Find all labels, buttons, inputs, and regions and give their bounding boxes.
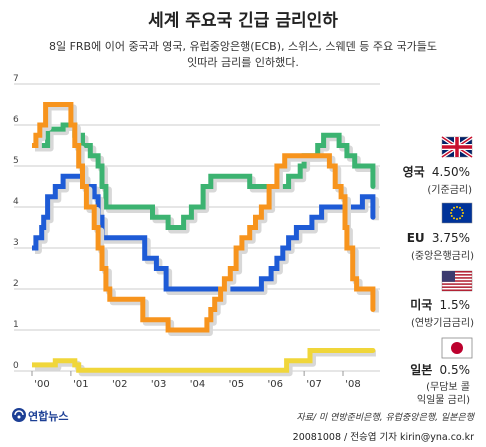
x-tick-label-7: '07 [306,379,321,390]
x-tick-label-3: '03 [151,379,166,390]
logo-text: 연합뉴스 [28,409,68,423]
subtitle-line-1: 8일 FRB에 이어 중국과 영국, 유럽중앙은행(ECB), 스위스, 스웨덴… [49,39,437,53]
y-tick-label-4: 4 [13,197,19,207]
uk-name: 영국 [403,164,425,179]
y-axis: 0 1 2 3 4 5 6 7 [13,74,19,371]
jp-note-1: (무담보 콜 [426,381,470,393]
uk-value: 4.50% [432,165,470,179]
series-end-point-2 [370,307,376,312]
subtitle-line-2: 잇따라 금리를 인하했다. [187,55,299,69]
x-tick-label-8: '08 [345,379,360,390]
y-tick-label-7: 7 [13,74,19,84]
y-tick-label-1: 1 [13,320,19,330]
y-tick-label-2: 2 [13,279,19,289]
us-label: 미국 1.5% (연방기금금리) [410,297,474,329]
series-shadow-1 [35,176,379,295]
series-end-point-1 [370,214,376,220]
chart-title: 세계 주요국 긴급 금리인하 [148,11,338,31]
y-tick-label-5: 5 [13,156,19,166]
x-tick-label-4: '04 [190,379,205,390]
series-end-point-3 [370,348,376,353]
eu-value: 3.75% [432,231,470,245]
jp-note-2: 익일물 금리) [417,394,470,406]
x-tick-label-6: '06 [268,379,283,390]
jp-value: 0.5% [440,363,471,377]
series-line-1 [32,173,376,292]
yonhap-logo-icon [12,408,26,422]
svg-text:미국 1.5%: 미국 1.5% [410,297,470,312]
series-group [32,102,379,377]
series-line-0 [32,122,376,230]
series-line-3 [32,348,373,373]
uk-note: (기준금리) [427,184,472,196]
eu-label: EU 3.75% (중앙은행금리) [407,231,474,262]
source-text: 자료/ 미 연방준비은행, 유럽중앙은행, 일본은행 [296,412,475,423]
x-tick-label-5: '05 [229,379,244,390]
jp-name: 일본 [410,363,432,377]
svg-text:EU 3.75%: EU 3.75% [407,231,470,245]
series-shadow-0 [35,125,379,234]
series-shadow-3 [35,350,376,377]
series-end-point-0 [370,184,376,189]
y-tick-label-3: 3 [13,238,19,248]
eu-flag-icon [441,202,473,224]
series-line-2 [32,102,376,333]
eu-note: (중앙은행금리) [411,250,474,262]
us-value: 1.5% [440,298,471,312]
y-tick-label-0: 0 [13,361,19,371]
japan-flag-icon [441,337,473,359]
uk-flag-icon [440,135,474,159]
credit-text: 20081008 / 전승엽 기자 kirin@yna.co.kr [293,432,474,443]
x-tick-label-0: '00 [34,379,49,390]
eu-name: EU [407,231,425,245]
x-tick-label-1: '01 [73,379,88,390]
us-flag-icon [441,270,473,292]
x-tick-label-2: '02 [112,379,127,390]
svg-text:일본 0.5%: 일본 0.5% [410,363,470,377]
us-name: 미국 [410,297,432,312]
uk-label: 영국 4.50% (기준금리) [403,164,472,196]
y-tick-label-6: 6 [13,115,19,125]
jp-label: 일본 0.5% (무담보 콜 익일물 금리) [410,363,470,406]
svg-text:영국 4.50%: 영국 4.50% [403,164,470,179]
us-note: (연방기금금리) [411,317,474,329]
